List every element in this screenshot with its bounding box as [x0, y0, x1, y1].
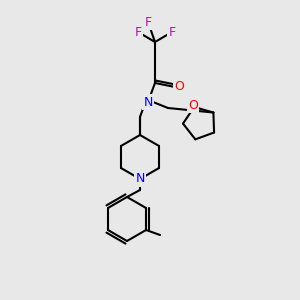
Text: N: N [143, 95, 153, 109]
Text: O: O [188, 98, 198, 112]
Text: F: F [134, 26, 142, 38]
Text: F: F [144, 16, 152, 28]
Text: N: N [135, 172, 145, 185]
Text: F: F [168, 26, 175, 38]
Text: O: O [174, 80, 184, 92]
